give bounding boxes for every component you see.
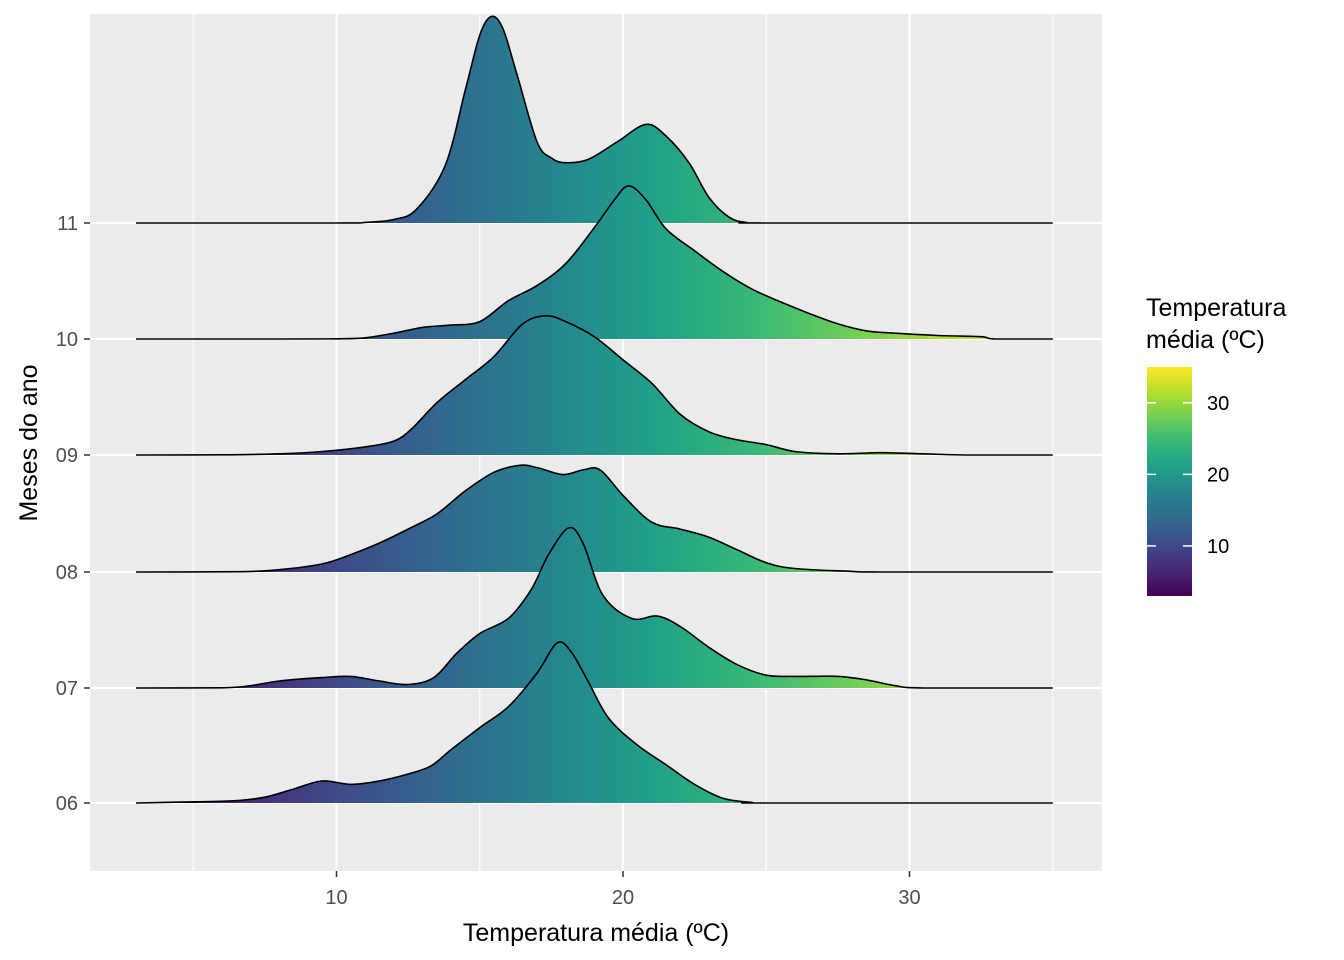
y-tick-label: 06 <box>56 793 78 815</box>
ridge-09 <box>135 314 1053 456</box>
ridges <box>135 15 1053 804</box>
ridge-10 <box>136 185 1053 340</box>
ridge-area-09 <box>136 315 1053 455</box>
x-tick-label: 30 <box>898 887 920 909</box>
ridge-08 <box>135 464 1053 573</box>
y-tick-label: 09 <box>56 445 78 467</box>
legend: Temperatura média (ºC) 10 20 30 <box>1146 294 1286 596</box>
ridge-outline-08 <box>135 464 1053 573</box>
x-tick-label: 10 <box>325 887 347 909</box>
ridge-area-11 <box>136 16 1053 223</box>
ridge-area-06 <box>136 641 1053 803</box>
legend-title-line-2: média (ºC) <box>1146 326 1265 354</box>
legend-colorbar <box>1147 367 1192 596</box>
legend-tick-label: 20 <box>1207 464 1229 486</box>
ridge-outline-11 <box>135 15 1053 224</box>
ridge-outline-07 <box>135 526 1053 689</box>
ridge-07 <box>135 526 1053 689</box>
legend-ticks: 10 20 30 <box>1147 393 1229 558</box>
x-tick-label: 20 <box>612 887 634 909</box>
ridge-06 <box>135 641 1053 804</box>
ridge-outline-09 <box>135 314 1053 456</box>
y-axis-title: Meses do ano <box>15 364 43 521</box>
ridge-area-08 <box>136 465 1053 572</box>
legend-title-line-1: Temperatura <box>1146 294 1286 322</box>
y-axis: 06 07 08 09 10 11 <box>56 213 90 815</box>
y-tick-label: 07 <box>56 678 78 700</box>
ridge-area-10 <box>136 185 1053 339</box>
y-tick-label: 08 <box>56 562 78 584</box>
legend-tick-label: 10 <box>1207 536 1229 558</box>
y-tick-label: 11 <box>57 213 78 235</box>
ridge-area-07 <box>136 527 1053 688</box>
ridge-outline-10 <box>136 185 1053 340</box>
x-axis-title: Temperatura média (ºC) <box>463 919 729 947</box>
legend-tick-label: 30 <box>1207 393 1229 415</box>
ridge-outline-06 <box>135 641 1053 804</box>
x-axis: 10 20 30 <box>325 871 921 909</box>
y-tick-label: 10 <box>56 329 78 351</box>
ridge-11 <box>135 15 1053 224</box>
